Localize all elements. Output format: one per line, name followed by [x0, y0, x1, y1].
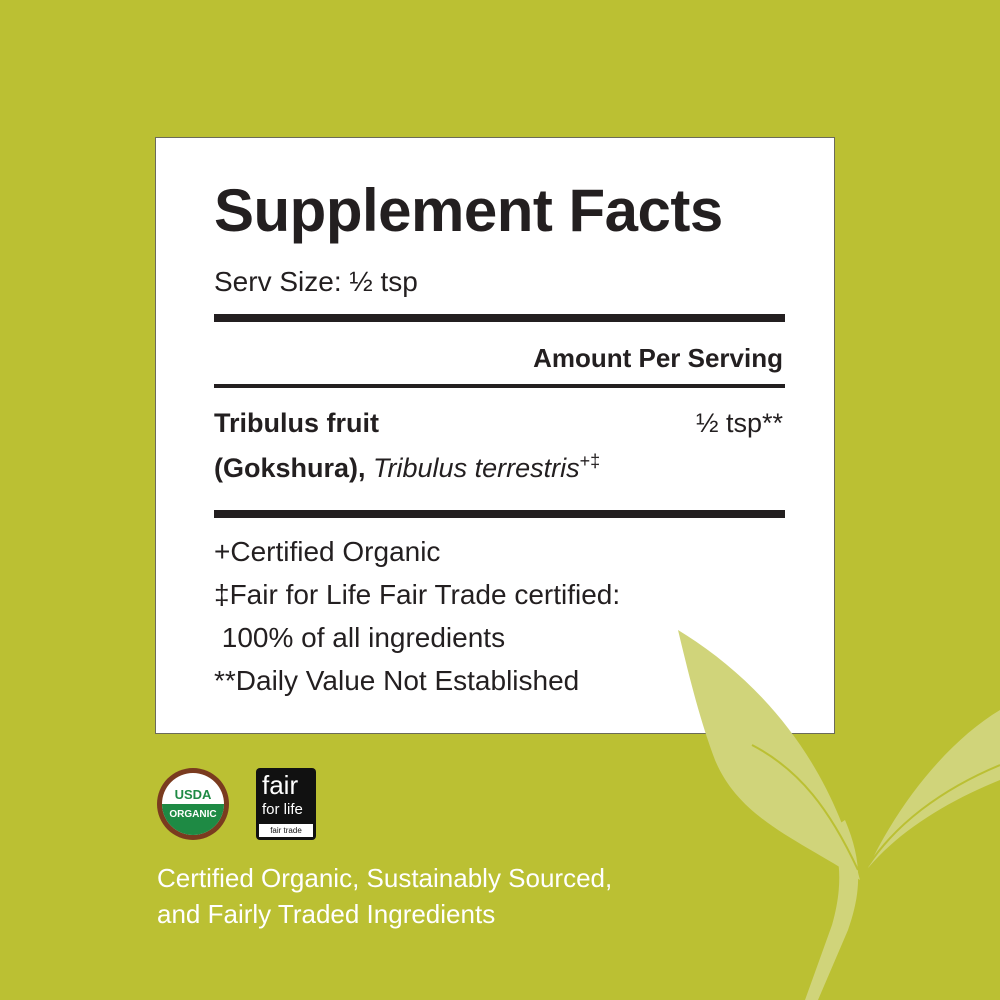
usda-organic-logo: USDA ORGANIC [157, 768, 229, 840]
leaf-right [868, 710, 1000, 868]
supplement-facts-panel: Supplement Facts Serv Size: ½ tsp Amount… [155, 137, 835, 734]
footnote: **Daily Value Not Established [214, 665, 580, 696]
ffl-text: fair trade [259, 824, 313, 837]
certification-marks: +‡ [579, 451, 601, 471]
ffl-text: for life [262, 801, 303, 818]
ffl-text: fair [262, 770, 299, 800]
usda-text: USDA [174, 787, 212, 802]
panel-title: Supplement Facts [214, 177, 723, 244]
divider-thin [214, 384, 785, 388]
leaf-stem [805, 820, 859, 1000]
footnote: +Certified Organic [214, 536, 441, 567]
caption-line: Certified Organic, Sustainably Sourced, [157, 863, 613, 893]
leaf-vein [867, 764, 1000, 867]
common-name: (Gokshura), [214, 453, 366, 483]
footnote: 100% of all ingredients [214, 622, 506, 653]
ingredient-detail: (Gokshura), Tribulus terrestris+‡ [214, 451, 600, 484]
caption-line: and Fairly Traded Ingredients [157, 899, 496, 929]
fair-for-life-logo: fair for life fair trade [256, 768, 316, 840]
ingredient-amount: ½ tsp** [695, 408, 783, 438]
divider-thick [214, 510, 785, 518]
organic-text: ORGANIC [169, 809, 217, 820]
ingredient-name: Tribulus fruit [214, 408, 379, 438]
footnote: ‡Fair for Life Fair Trade certified: [214, 579, 621, 610]
amount-per-serving-header: Amount Per Serving [533, 343, 783, 373]
divider-thick [214, 314, 785, 322]
caption: Certified Organic, Sustainably Sourced, … [157, 860, 612, 932]
latin-name: Tribulus terrestris [373, 453, 580, 483]
serving-size: Serv Size: ½ tsp [214, 266, 418, 297]
leaf-vein [751, 744, 859, 871]
